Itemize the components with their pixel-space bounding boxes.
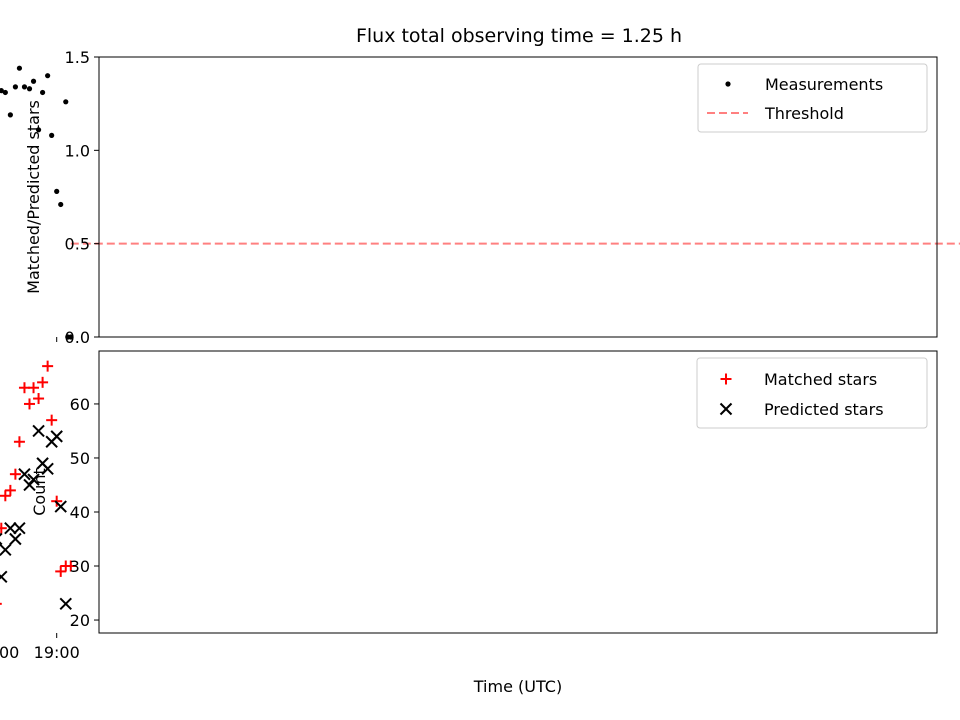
x-marker-b	[13, 521, 26, 535]
x-marker-b	[18, 467, 31, 481]
measurement-point	[45, 73, 51, 79]
x-marker-b	[54, 500, 67, 513]
measurement-point	[21, 84, 28, 90]
measurement-point	[0, 88, 4, 94]
x-marker-b	[32, 424, 45, 438]
legend-matched-label: Matched stars	[764, 370, 877, 389]
matched-star-point	[60, 560, 72, 572]
top-y-axis-label: Matched/Predicted stars	[24, 100, 43, 294]
x-marker-b	[23, 478, 36, 492]
measurement-point	[35, 127, 42, 133]
predicted-star-point	[9, 532, 22, 546]
measurement-point	[63, 99, 69, 105]
y-tick-label: 0.5	[65, 235, 90, 254]
y-tick-label: 1.0	[65, 141, 90, 160]
measurement-point	[39, 89, 46, 96]
y-tick-label: 60	[70, 395, 90, 414]
matched-star-point	[33, 393, 45, 405]
top-legend: Measurements Threshold	[697, 63, 928, 133]
measurement-point	[16, 65, 23, 71]
measurement-point	[54, 188, 60, 194]
x-tick-label: 19:00	[34, 643, 80, 662]
x-tick-label: 20:00	[0, 643, 19, 662]
legend-matched-marker	[720, 373, 732, 385]
measurement-point	[65, 334, 71, 340]
bottom-axes-frame	[98, 350, 938, 634]
bottom-legend: Matched stars Predicted stars	[696, 357, 928, 429]
predicted-star-point	[36, 457, 49, 470]
predicted-star-point	[45, 435, 58, 448]
top-y-ticks: 0.0 0.5 1.0 1.5	[65, 48, 99, 347]
matched-star-point	[13, 436, 25, 448]
legend-frame	[696, 357, 928, 429]
top-x-ticks	[56, 337, 58, 342]
top-panel: 0.0 0.5 1.0 1.5 Matched/Predicted stars Mea…	[0, 48, 960, 347]
bottom-y-ticks: 20 30 40 50 60	[70, 395, 99, 630]
matched-star-point	[9, 468, 21, 480]
matched-star-point	[0, 490, 11, 502]
predicted-star-point	[54, 500, 67, 513]
y-tick-label: 50	[70, 449, 90, 468]
legend-frame	[697, 63, 928, 133]
y-tick-label: 30	[70, 557, 90, 576]
matched-star-point	[55, 565, 67, 577]
matched-star-point	[37, 376, 49, 388]
predicted-star-point	[0, 570, 8, 584]
legend-measurements-marker	[725, 81, 731, 87]
y-tick-label: 1.5	[65, 48, 90, 67]
y-tick-label: 0.0	[65, 328, 90, 347]
measurements-points	[0, 65, 74, 340]
matched-star-point	[46, 414, 58, 426]
figure-title: Flux total observing time = 1.25 h	[356, 25, 682, 47]
predicted-star-point	[4, 521, 17, 535]
bottom-x-ticks: 19:0020:0021:0022:0023:0000:0001:0002:00…	[0, 633, 80, 662]
x-marker-b	[4, 521, 17, 535]
measurement-point	[26, 86, 33, 92]
measurement-point	[2, 89, 8, 96]
predicted-star-point	[13, 521, 26, 535]
x-marker-b	[719, 402, 733, 416]
measurement-point	[58, 201, 64, 208]
measurement-point	[30, 78, 37, 84]
legend-predicted-marker	[719, 402, 733, 416]
matched-star-point	[24, 398, 36, 410]
matched-star-point	[0, 522, 7, 534]
x-marker-b	[36, 457, 49, 470]
matched-star-point	[4, 484, 16, 496]
measurement-point	[49, 132, 55, 138]
x-marker-b	[59, 597, 72, 611]
predicted-star-point	[18, 467, 31, 481]
predicted-star-point	[0, 543, 12, 557]
legend-measurements-label: Measurements	[765, 75, 883, 94]
top-axes-frame	[98, 56, 938, 338]
matched-stars-points	[0, 360, 77, 605]
measurement-point	[12, 84, 19, 90]
bottom-y-axis-label: Count	[30, 468, 49, 516]
predicted-star-point	[59, 597, 72, 611]
x-marker-b	[0, 570, 8, 580]
x-marker-b	[0, 543, 12, 557]
predicted-star-point	[32, 424, 45, 438]
bottom-x-axis-label: Time (UTC)	[473, 677, 562, 696]
y-tick-label: 20	[70, 611, 90, 630]
legend-predicted-label: Predicted stars	[764, 400, 884, 419]
x-marker-b	[45, 435, 58, 448]
matched-star-point	[18, 382, 30, 394]
predicted-star-point	[23, 478, 36, 492]
legend-threshold-label: Threshold	[764, 104, 844, 123]
measurement-point	[7, 112, 13, 118]
x-marker-b	[9, 532, 22, 546]
y-tick-label: 40	[70, 503, 90, 522]
matched-star-point	[42, 360, 54, 372]
predicted-stars-points	[0, 424, 72, 611]
